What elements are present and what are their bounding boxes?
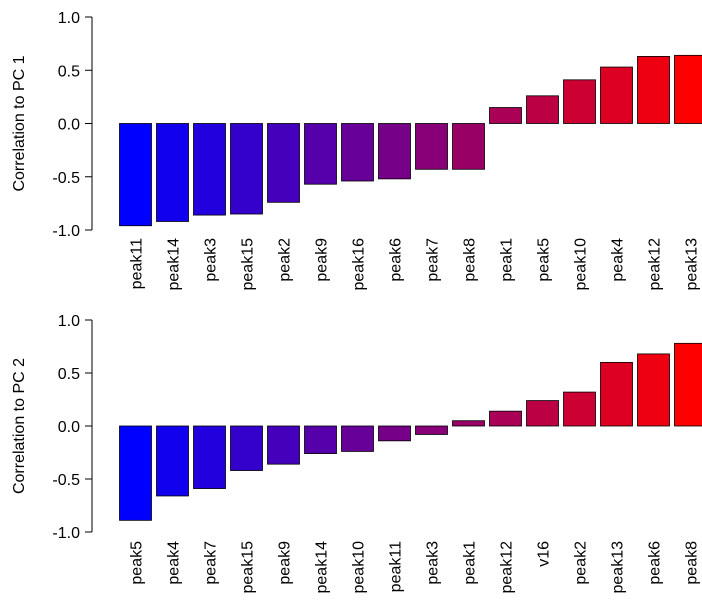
bar-peak16 [341,123,374,182]
y-tick-label: -1.0 [52,525,80,542]
y-tick-label: -0.5 [52,170,80,187]
bar-peak7 [415,123,448,170]
bar-peak9 [267,425,300,465]
bar-peak1 [489,107,522,124]
category-label: peak1 [499,238,516,282]
y-tick-label: 0.0 [58,117,80,134]
category-label: peak14 [314,541,331,594]
bar-peak2 [563,391,596,427]
bar-peak6 [378,123,411,180]
category-label: peak13 [684,238,701,291]
category-label: peak5 [536,238,553,282]
bar-peak13 [600,361,633,427]
category-label: peak10 [351,541,368,594]
bar-peak13 [674,54,702,124]
bar-peak12 [637,56,670,124]
bar-peak3 [193,123,226,216]
bar-peak5 [119,425,152,521]
category-label: peak12 [647,238,664,291]
pc1-correlation-panel: -1.0 -0.5 0.0 0.5 1.0 Correlation to PC 1 peak… [11,10,702,291]
category-label: peak3 [425,541,442,585]
pc2-correlation-panel: -1.0 -0.5 0.0 0.5 1.0 Correlation to PC 2 peak… [11,313,702,594]
category-label: peak6 [647,541,664,585]
category-label: peak3 [203,238,220,282]
category-label: peak2 [573,541,590,585]
category-label: peak15 [240,238,257,291]
category-label: peak14 [166,238,183,291]
category-label: peak7 [203,541,220,585]
bar-peak14 [304,425,337,454]
category-label: peak8 [462,238,479,282]
bar-peak10 [341,425,374,452]
category-label: peak9 [277,541,294,585]
bar-peak11 [119,123,152,227]
bar-peak14 [156,123,189,222]
category-label: peak12 [499,541,516,594]
bar-peak15 [230,123,263,215]
y-tick-label: 0.5 [58,63,80,80]
bar-peak5 [526,95,559,124]
y-tick-label: -1.0 [52,223,80,240]
category-label: peak1 [462,541,479,585]
category-label: peak7 [425,238,442,282]
category-label: peak8 [684,541,701,585]
bar-peak6 [637,353,670,427]
y-tick-label: 1.0 [58,313,80,330]
category-label: peak11 [388,541,405,592]
category-label: peak4 [166,541,183,585]
bar-peak10 [563,79,596,124]
bar-peak9 [304,123,337,185]
bar-peak8 [674,342,702,427]
y-tick-label: -0.5 [52,472,80,489]
category-label: peak6 [388,238,405,282]
category-label: peak13 [610,541,627,594]
y-tick-label: 1.0 [58,10,80,27]
bar-peak4 [600,66,633,124]
y-axis-title: Correlation to PC 2 [11,358,28,494]
category-label: peak16 [351,238,368,291]
bar-peak12 [489,410,522,427]
bar-peak3 [415,425,448,435]
category-label: peak11 [129,238,146,289]
category-label: peak10 [573,238,590,291]
bar-peak8 [452,123,485,170]
category-label: peak2 [277,238,294,282]
bar-peak4 [156,425,189,497]
bar-peak7 [193,425,226,489]
bar-peak11 [378,425,411,442]
y-tick-label: 0.0 [58,419,80,436]
category-label: peak9 [314,238,331,282]
bar-peak2 [267,123,300,203]
bar-peak15 [230,425,263,471]
y-axis-title: Correlation to PC 1 [11,55,28,191]
y-tick-label: 0.5 [58,366,80,383]
category-label: peak15 [240,541,257,594]
category-label: peak4 [610,238,627,282]
category-label: v16 [536,541,553,567]
bar-v16 [526,400,559,427]
category-label: peak5 [129,541,146,585]
bar-peak1 [452,420,485,427]
